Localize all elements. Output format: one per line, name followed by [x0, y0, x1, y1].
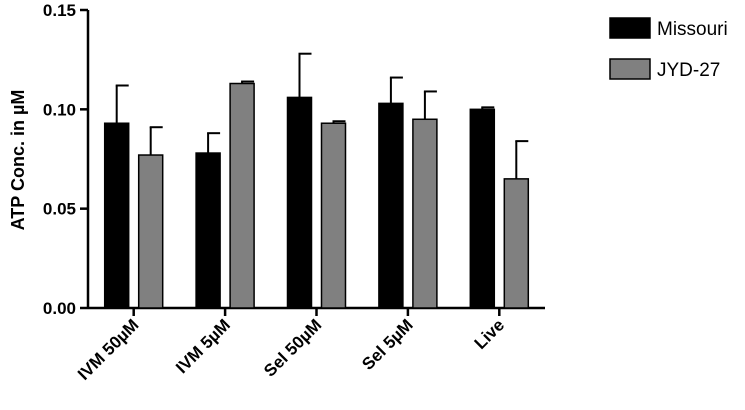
y-tick-label: 0.00 — [43, 299, 76, 318]
x-tick-label: Sel 50µM — [260, 315, 325, 380]
error-bars — [115, 52, 529, 179]
legend-label: Missouri — [657, 19, 728, 40]
y-tick-label: 0.10 — [43, 100, 76, 119]
bar-jyd-27 — [320, 122, 347, 309]
bar-jyd-27 — [229, 82, 255, 309]
bar-jyd-27 — [412, 118, 438, 309]
x-tick-label: Live — [471, 315, 508, 352]
y-axis: 0.00 0.05 0.10 0.15 — [43, 1, 90, 318]
y-tick-label: 0.05 — [43, 200, 76, 219]
bar-missouri — [469, 108, 496, 309]
y-axis-title: ATP Conc. in µM — [8, 90, 28, 231]
x-tick-label: IVM 5µM — [172, 315, 234, 377]
bar-missouri — [286, 96, 313, 309]
bar-missouri — [103, 122, 130, 309]
legend-swatch — [609, 58, 651, 80]
bar-missouri — [195, 152, 221, 309]
bar-missouri — [378, 102, 404, 309]
y-tick-label: 0.15 — [43, 1, 76, 20]
legend: Missouri JYD-27 — [609, 17, 728, 81]
x-axis: IVM 50µM IVM 5µM Sel 50µM Sel 5µM Live — [74, 306, 545, 384]
x-tick-label: IVM 50µM — [74, 315, 142, 383]
bars — [103, 82, 530, 309]
legend-swatch — [609, 17, 651, 39]
bar-jyd-27 — [503, 178, 530, 309]
x-tick-label: Sel 5µM — [358, 315, 416, 373]
legend-label: JYD-27 — [657, 60, 720, 81]
bar-jyd-27 — [137, 154, 164, 309]
